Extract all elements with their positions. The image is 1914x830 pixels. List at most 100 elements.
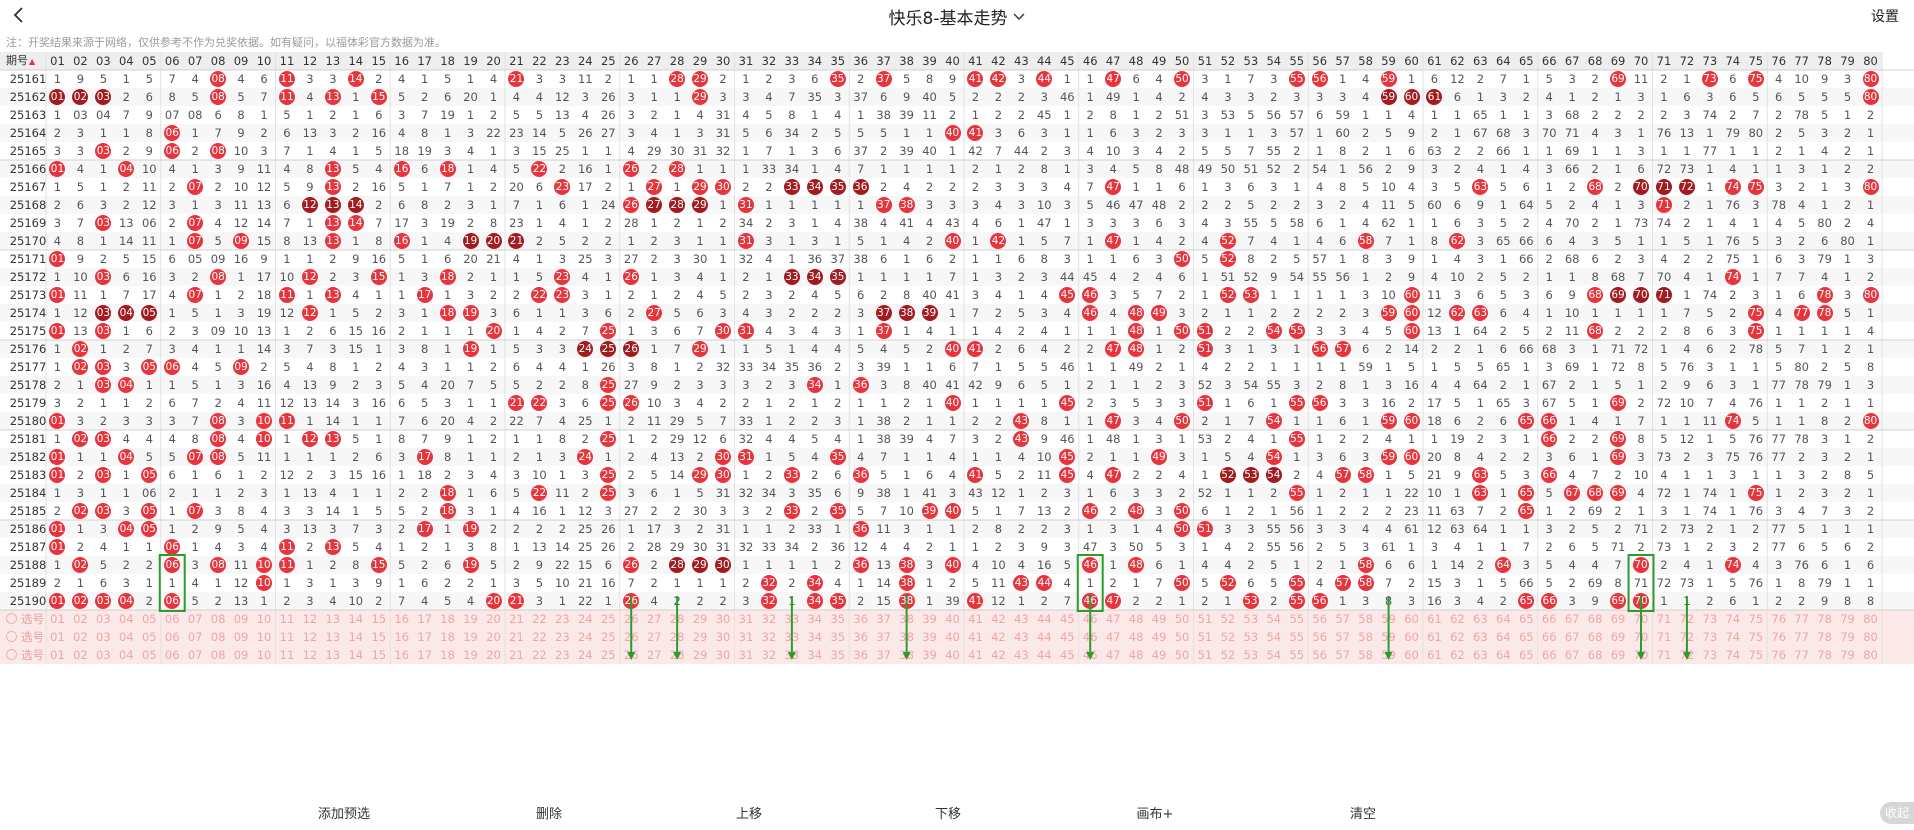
select-number-cell[interactable]: 45 — [1059, 612, 1075, 626]
select-number-cell[interactable]: 64 — [1495, 612, 1511, 626]
select-number-cell[interactable]: 14 — [348, 648, 364, 662]
select-number-cell[interactable]: 02 — [73, 648, 88, 662]
select-number-cell[interactable]: 47 — [1105, 648, 1121, 662]
select-number-cell[interactable]: 12 — [302, 648, 318, 662]
radio-circle-icon[interactable] — [6, 631, 17, 642]
select-number-cell[interactable]: 02 — [73, 630, 88, 644]
select-number-cell[interactable]: 13 — [325, 612, 341, 626]
select-number-cell[interactable]: 24 — [577, 648, 593, 662]
select-number-cell[interactable]: 11 — [279, 612, 295, 626]
select-number-cell[interactable]: 33 — [784, 648, 800, 662]
select-number-cell[interactable]: 39 — [922, 630, 937, 644]
select-number-cell[interactable]: 77 — [1794, 612, 1809, 626]
select-number-cell[interactable]: 58 — [1358, 630, 1373, 644]
select-number-cell[interactable]: 08 — [210, 648, 226, 662]
select-number-cell[interactable]: 07 — [187, 630, 203, 644]
select-number-cell[interactable]: 04 — [118, 612, 134, 626]
select-number-cell[interactable]: 31 — [738, 612, 754, 626]
select-number-cell[interactable]: 36 — [853, 648, 869, 662]
select-number-cell[interactable]: 68 — [1587, 648, 1603, 662]
select-number-cell[interactable]: 23 — [555, 630, 570, 644]
select-number-cell[interactable]: 31 — [738, 648, 754, 662]
select-number-cell[interactable]: 26 — [623, 648, 639, 662]
select-number-cell[interactable]: 15 — [371, 612, 387, 626]
select-number-cell[interactable]: 32 — [761, 648, 777, 662]
select-number-cell[interactable]: 75 — [1748, 612, 1764, 626]
select-number-cell[interactable]: 50 — [1174, 648, 1190, 662]
select-number-cell[interactable]: 43 — [1014, 648, 1029, 662]
select-number-cell[interactable]: 55 — [1289, 612, 1305, 626]
select-number-cell[interactable]: 19 — [463, 630, 478, 644]
select-number-cell[interactable]: 19 — [463, 648, 478, 662]
select-number-cell[interactable]: 25 — [600, 612, 616, 626]
select-number-cell[interactable]: 12 — [302, 630, 318, 644]
select-number-cell[interactable]: 33 — [784, 612, 800, 626]
select-row-label[interactable]: 选号 — [0, 646, 56, 664]
select-number-cell[interactable]: 79 — [1840, 612, 1855, 626]
select-number-cell[interactable]: 34 — [807, 630, 823, 644]
select-number-cell[interactable]: 65 — [1518, 612, 1534, 626]
canvas-button[interactable]: 画布+ — [1136, 807, 1174, 822]
select-number-cell[interactable]: 07 — [187, 648, 203, 662]
chevron-left-icon[interactable] — [8, 3, 30, 27]
select-number-cell[interactable]: 13 — [325, 630, 341, 644]
select-number-cell[interactable]: 35 — [830, 612, 846, 626]
select-number-cell[interactable]: 60 — [1404, 630, 1419, 644]
select-number-cell[interactable]: 43 — [1014, 630, 1029, 644]
select-number-cell[interactable]: 47 — [1105, 612, 1121, 626]
select-number-cell[interactable]: 78 — [1817, 612, 1832, 626]
select-number-cell[interactable]: 32 — [761, 612, 777, 626]
select-number-cell[interactable]: 07 — [187, 612, 203, 626]
select-number-cell[interactable]: 06 — [164, 630, 180, 644]
select-number-cell[interactable]: 38 — [899, 612, 914, 626]
select-number-cell[interactable]: 48 — [1128, 630, 1144, 644]
select-number-cell[interactable]: 15 — [371, 630, 387, 644]
select-number-cell[interactable]: 68 — [1587, 612, 1603, 626]
select-number-cell[interactable]: 76 — [1771, 648, 1787, 662]
select-number-cell[interactable]: 30 — [715, 612, 731, 626]
select-number-cell[interactable]: 72 — [1679, 630, 1695, 644]
select-number-cell[interactable]: 70 — [1633, 648, 1649, 662]
select-number-cell[interactable]: 17 — [417, 648, 432, 662]
page-title[interactable]: 快乐8-基本走势 — [0, 4, 1914, 29]
select-number-cell[interactable]: 60 — [1404, 648, 1419, 662]
select-number-cell[interactable]: 27 — [646, 630, 662, 644]
select-number-cell[interactable]: 25 — [600, 648, 616, 662]
select-number-cell[interactable]: 27 — [646, 648, 662, 662]
select-number-cell[interactable]: 18 — [440, 630, 455, 644]
select-number-cell[interactable]: 09 — [233, 648, 249, 662]
select-number-cell[interactable]: 18 — [440, 612, 455, 626]
select-number-cell[interactable]: 54 — [1266, 648, 1282, 662]
select-number-cell[interactable]: 55 — [1289, 648, 1305, 662]
select-number-cell[interactable]: 26 — [623, 612, 639, 626]
radio-circle-icon[interactable] — [6, 649, 17, 660]
select-number-cell[interactable]: 39 — [922, 648, 937, 662]
select-number-cell[interactable]: 24 — [577, 630, 593, 644]
select-number-cell[interactable]: 56 — [1312, 630, 1328, 644]
select-number-cell[interactable]: 64 — [1495, 648, 1511, 662]
select-number-cell[interactable]: 54 — [1266, 612, 1282, 626]
select-number-cell[interactable]: 02 — [73, 612, 88, 626]
select-number-cell[interactable]: 08 — [210, 630, 226, 644]
select-number-cell[interactable]: 65 — [1518, 630, 1534, 644]
select-number-cell[interactable]: 35 — [830, 648, 846, 662]
select-number-cell[interactable]: 48 — [1128, 648, 1144, 662]
select-number-cell[interactable]: 52 — [1220, 648, 1236, 662]
select-number-cell[interactable]: 57 — [1335, 612, 1350, 626]
select-number-cell[interactable]: 29 — [692, 648, 708, 662]
select-number-cell[interactable]: 05 — [141, 630, 157, 644]
select-number-cell[interactable]: 64 — [1495, 630, 1511, 644]
sort-icon[interactable]: ▲ — [29, 57, 36, 66]
select-number-cell[interactable]: 51 — [1197, 630, 1213, 644]
select-number-cell[interactable]: 49 — [1151, 612, 1167, 626]
select-number-cell[interactable]: 43 — [1014, 612, 1029, 626]
select-number-cell[interactable]: 61 — [1427, 612, 1442, 626]
select-number-cell[interactable]: 44 — [1036, 630, 1052, 644]
select-row-label[interactable]: 选号 — [0, 610, 56, 628]
select-number-cell[interactable]: 45 — [1059, 648, 1075, 662]
select-number-cell[interactable]: 19 — [463, 612, 478, 626]
select-number-cell[interactable]: 62 — [1450, 612, 1465, 626]
select-number-cell[interactable]: 42 — [991, 630, 1006, 644]
select-number-cell[interactable]: 66 — [1541, 648, 1557, 662]
select-number-cell[interactable]: 11 — [279, 630, 295, 644]
